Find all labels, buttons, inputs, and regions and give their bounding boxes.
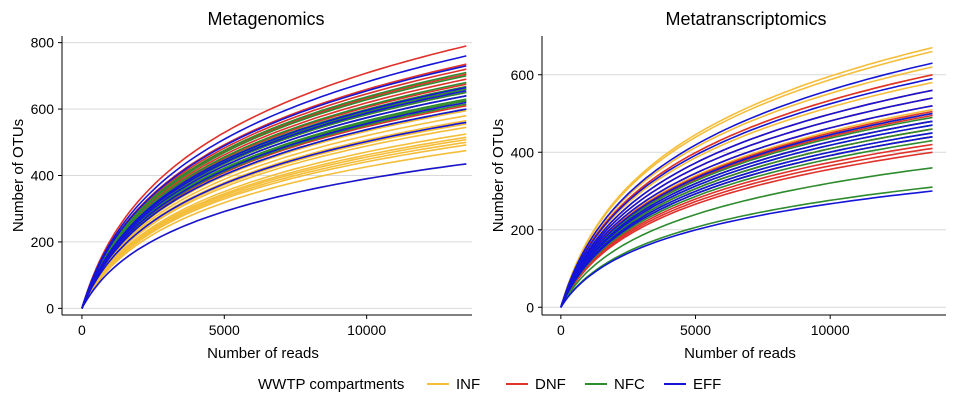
rarefaction-curve-eff: [81, 163, 467, 309]
legend-label-eff: EFF: [693, 376, 721, 393]
x-tick-label: 0: [78, 322, 86, 338]
panel-1: 0 200 400 600 800 0 5000 10000 Metagenomics Numbe…: [10, 9, 472, 362]
y-tick-label: 0: [526, 299, 534, 315]
rarefaction-curve-eff: [560, 105, 933, 308]
rarefaction-curve-eff: [560, 112, 933, 308]
y-tick-label: 0: [46, 300, 54, 316]
y-tick-label: 400: [31, 168, 55, 184]
panel-title: Metagenomics: [207, 9, 324, 29]
y-tick-label: 600: [31, 101, 55, 117]
rarefaction-curve-nfc: [560, 167, 933, 308]
legend-label-dnf: DNF: [535, 376, 566, 393]
y-tick-label: 600: [511, 67, 535, 83]
x-tick-label: 0: [557, 322, 565, 338]
rarefaction-curve-eff: [560, 77, 933, 308]
legend-title: WWTP compartments: [258, 376, 404, 393]
panel-2: 0 200 400 600 0 5000 10000 Metatranscriptomics N…: [490, 9, 946, 362]
x-axis-title: Number of reads: [684, 345, 796, 362]
rarefaction-curve-eff: [81, 55, 467, 309]
legend-label-inf: INF: [456, 376, 480, 393]
y-tick-label: 200: [511, 222, 535, 238]
rarefaction-curve-eff: [560, 120, 933, 308]
y-axis-title: Number of OTUs: [10, 119, 27, 232]
rarefaction-curve-eff: [560, 97, 933, 308]
rarefaction-curve-inf: [81, 133, 467, 309]
rarefaction-curve-eff: [560, 89, 933, 308]
x-tick-label: 5000: [680, 322, 711, 338]
rarefaction-curve-eff: [560, 62, 933, 308]
y-tick-label: 200: [31, 234, 55, 250]
rarefaction-curve-eff: [81, 121, 467, 309]
x-axis-title: Number of reads: [207, 345, 319, 362]
x-tick-label: 10000: [811, 322, 850, 338]
y-axis-title: Number of OTUs: [490, 119, 507, 232]
legend-label-nfc: NFC: [614, 376, 645, 393]
rarefaction-curve-eff: [560, 190, 933, 308]
rarefaction-curve-eff: [81, 65, 467, 309]
panel-title: Metatranscriptomics: [665, 9, 826, 29]
rarefaction-curve-eff: [81, 86, 467, 309]
x-tick-label: 10000: [347, 322, 386, 338]
y-tick-label: 400: [511, 144, 535, 160]
x-tick-label: 5000: [209, 322, 240, 338]
rarefaction-curve-inf: [560, 46, 933, 308]
y-tick-label: 800: [31, 35, 55, 51]
rarefaction-curve-eff: [560, 132, 933, 308]
rarefaction-curve-dnf: [81, 45, 467, 309]
legend: WWTP compartments INF DNF NFC EFF: [258, 376, 721, 393]
